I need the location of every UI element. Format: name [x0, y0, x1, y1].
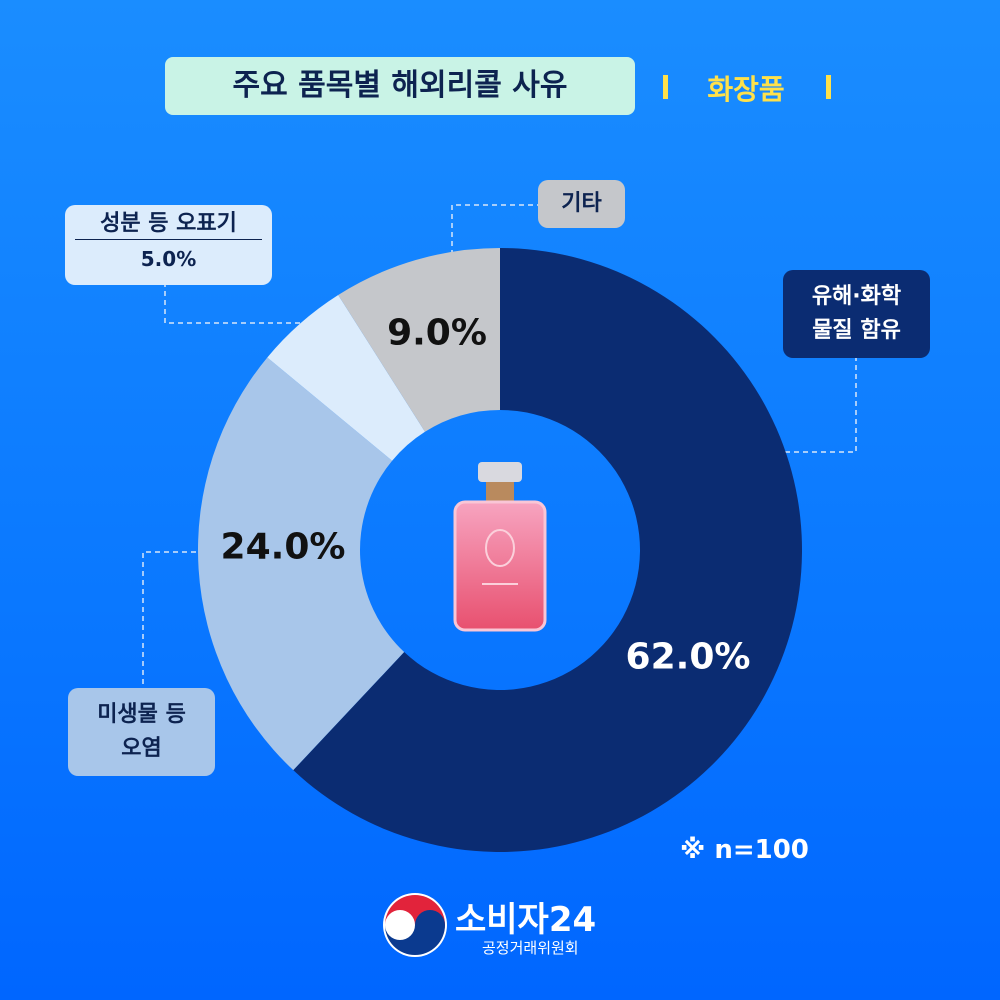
slice [293, 248, 803, 852]
leader-line [451, 204, 538, 255]
value-label: 24.0% [220, 526, 346, 568]
slice [267, 295, 425, 461]
category-label: 유해·화학 물질 함유 [783, 270, 930, 358]
category-label: 성분 등 오표기 [75, 209, 262, 240]
value-label: 9.0% [387, 312, 487, 354]
title-bars [663, 75, 831, 99]
slice [197, 357, 405, 771]
value-label: 5.0% [140, 247, 197, 271]
slice [338, 248, 500, 432]
logo-org: 공정거래위원회 [482, 939, 579, 957]
category-label: 기타 [538, 180, 625, 228]
category-label: 미생물 등 오염 [68, 688, 215, 776]
logo-mark [383, 893, 447, 957]
leader-line [142, 551, 205, 688]
slices [197, 248, 803, 852]
leader-line [164, 285, 300, 324]
category-box: 성분 등 오표기 5.0% [65, 205, 272, 285]
chart-subtitle: 화장품 [707, 73, 785, 106]
leader-line [785, 358, 857, 453]
perfume-icon [453, 462, 547, 632]
chart-title: 주요 품목별 해외리콜 사유 [165, 57, 635, 115]
logo-name: 소비자24 [455, 900, 597, 940]
leader-lines [142, 204, 857, 688]
value-label: 62.0% [625, 636, 751, 678]
note: ※ n=100 [680, 835, 809, 865]
